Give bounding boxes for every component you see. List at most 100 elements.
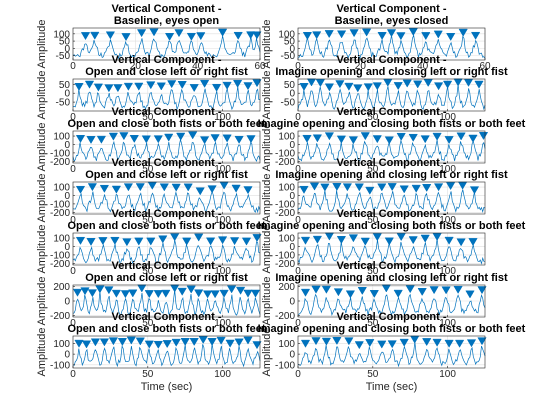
peak-marker <box>195 187 205 196</box>
peak-marker <box>348 136 359 145</box>
y-tick-label: -200 <box>275 311 295 322</box>
peak-marker <box>174 29 184 38</box>
signal-line <box>297 293 486 317</box>
peak-marker <box>87 289 98 298</box>
peak-marker <box>243 336 253 345</box>
subplot-title-line: Open and close left or right fist <box>85 66 248 78</box>
peak-marker <box>194 289 204 298</box>
y-tick-label: 0 <box>64 242 70 253</box>
peak-marker <box>158 235 168 244</box>
peak-marker <box>252 341 262 350</box>
peak-marker <box>252 234 262 243</box>
peak-marker <box>222 134 232 143</box>
peak-marker <box>429 286 439 295</box>
signal-line <box>72 35 261 60</box>
y-axis-label: Amplitude <box>36 277 48 326</box>
peak-marker <box>72 288 83 297</box>
peak-marker <box>312 134 323 143</box>
y-tick-label: 100 <box>53 132 70 143</box>
x-tick-label: 40 <box>192 61 204 72</box>
peak-marker <box>344 82 354 91</box>
peak-marker <box>207 338 217 346</box>
signal-line <box>297 139 486 162</box>
x-tick-label: 50 <box>367 164 379 175</box>
peak-marker <box>136 29 147 38</box>
peak-marker <box>252 31 262 40</box>
y-tick-label: 100 <box>53 339 70 350</box>
peak-marker <box>243 186 253 195</box>
peak-marker <box>123 183 134 192</box>
peak-marker <box>311 337 321 346</box>
peak-marker <box>176 132 186 141</box>
peak-marker <box>420 135 430 144</box>
y-tick-label: 100 <box>278 29 295 40</box>
peak-marker <box>432 338 442 347</box>
peak-marker <box>332 337 342 345</box>
peak-marker <box>402 79 412 88</box>
x-tick-label: 100 <box>214 112 231 123</box>
peak-marker <box>134 82 144 91</box>
peak-marker <box>456 132 466 141</box>
y-tick-label: 100 <box>53 29 70 40</box>
y-tick-label: -200 <box>50 259 70 270</box>
x-tick-label: 100 <box>439 215 456 226</box>
peak-marker <box>119 132 129 141</box>
peak-marker <box>396 233 406 242</box>
peak-marker <box>300 339 311 348</box>
y-tick-label: 0 <box>289 89 295 100</box>
y-tick-label: 50 <box>284 80 296 91</box>
y-tick-label: 0 <box>289 242 295 253</box>
peak-marker <box>141 135 151 144</box>
peak-marker <box>320 183 330 192</box>
peak-marker <box>183 183 193 192</box>
y-tick-label: 0 <box>64 140 70 151</box>
y-axis-label: Amplitude <box>261 225 273 274</box>
y-tick-label: 200 <box>53 282 70 293</box>
peak-marker <box>399 338 409 347</box>
peak-marker <box>252 79 262 88</box>
signal-line <box>72 240 261 264</box>
peak-marker <box>302 32 313 40</box>
peak-marker <box>454 339 465 348</box>
peak-marker <box>241 237 252 246</box>
peak-marker <box>423 79 433 87</box>
y-tick-label: 0 <box>289 191 295 202</box>
peak-marker <box>384 136 394 145</box>
y-tick-label: -50 <box>281 98 296 109</box>
x-tick-label: 50 <box>142 164 154 175</box>
axes-box <box>297 27 486 61</box>
peak-marker <box>302 134 312 143</box>
y-tick-label: 100 <box>278 183 295 194</box>
peak-marker <box>360 132 370 141</box>
signal-line <box>73 190 261 214</box>
peak-marker <box>348 234 359 243</box>
x-tick-label: 100 <box>439 318 456 329</box>
x-axis-label: Time (sec) <box>366 381 418 393</box>
x-tick-label: 20 <box>355 61 367 72</box>
signal-line <box>72 86 261 111</box>
x-tick-label: 0 <box>70 266 76 277</box>
y-tick-label: 100 <box>278 234 295 245</box>
peak-marker <box>365 339 375 348</box>
y-tick-label: 50 <box>59 37 71 48</box>
peak-marker <box>243 82 253 91</box>
peak-marker <box>456 238 466 247</box>
x-tick-label: 100 <box>439 164 456 175</box>
peak-marker <box>446 33 456 41</box>
peak-marker <box>387 183 397 192</box>
axes-box <box>72 335 261 369</box>
signal-line <box>72 289 261 316</box>
peak-marker <box>408 236 418 245</box>
peak-marker <box>333 288 344 297</box>
peak-marker <box>300 236 311 245</box>
peak-marker <box>444 339 454 348</box>
peak-marker <box>231 184 241 193</box>
peak-marker <box>170 233 180 242</box>
y-axis-label: Amplitude <box>261 123 273 172</box>
y-tick-label: -200 <box>275 157 295 168</box>
x-tick-label: 100 <box>214 369 231 380</box>
